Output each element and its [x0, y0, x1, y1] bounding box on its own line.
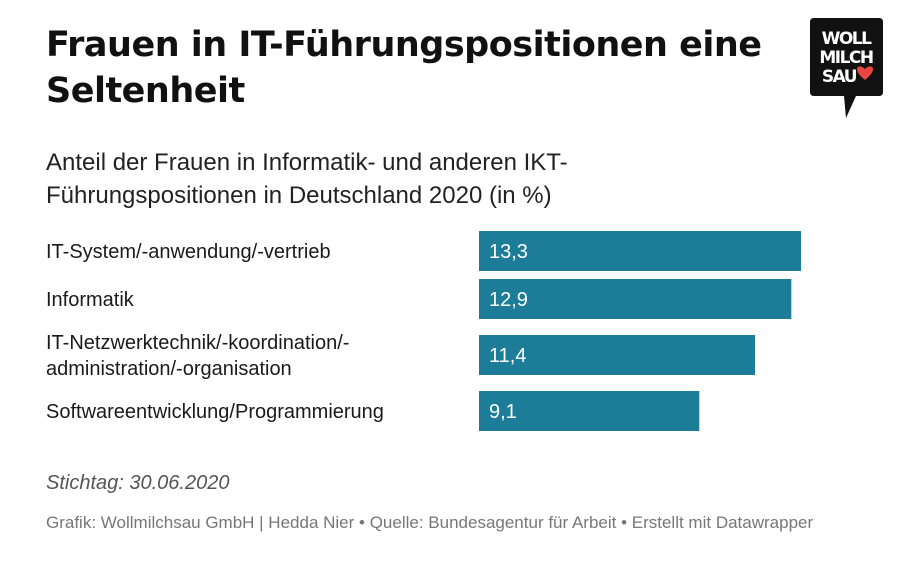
svg-text:SAU: SAU: [822, 67, 857, 87]
chart-title: Frauen in IT-Führungspositionen eine Sel…: [46, 25, 762, 111]
chart-subtitle: Anteil der Frauen in Informatik- und and…: [46, 149, 568, 209]
category-label-2: Informatik: [46, 289, 135, 311]
bar-4: [479, 391, 700, 431]
heart-icon: [857, 66, 873, 80]
wollmilchsau-logo: WOLL MILCH SAU: [810, 18, 883, 118]
svg-text:WOLL: WOLL: [822, 29, 873, 49]
stichtag-note: Stichtag: 30.06.2020: [46, 472, 230, 494]
category-label-3: IT-Netzwerktechnik/-koordination/-admini…: [46, 332, 349, 380]
bar-2: [479, 279, 792, 319]
bar-value-label-2: 12,9: [489, 289, 528, 311]
bar-value-label-4: 9,1: [489, 401, 517, 423]
bar-value-label-1: 13,3: [489, 241, 528, 263]
bar-value-label-3: 11,4: [489, 345, 526, 367]
bar-3: [479, 335, 755, 375]
svg-text:MILCH: MILCH: [819, 48, 873, 68]
chart-footer: Grafik: Wollmilchsau GmbH | Hedda Nier •…: [46, 513, 814, 532]
bar-1: [479, 231, 801, 271]
category-label-4: Softwareentwicklung/Programmierung: [46, 401, 384, 423]
logo-speech-bubble: [810, 18, 883, 118]
category-label-1: IT-System/-anwendung/-vertrieb: [46, 241, 331, 263]
